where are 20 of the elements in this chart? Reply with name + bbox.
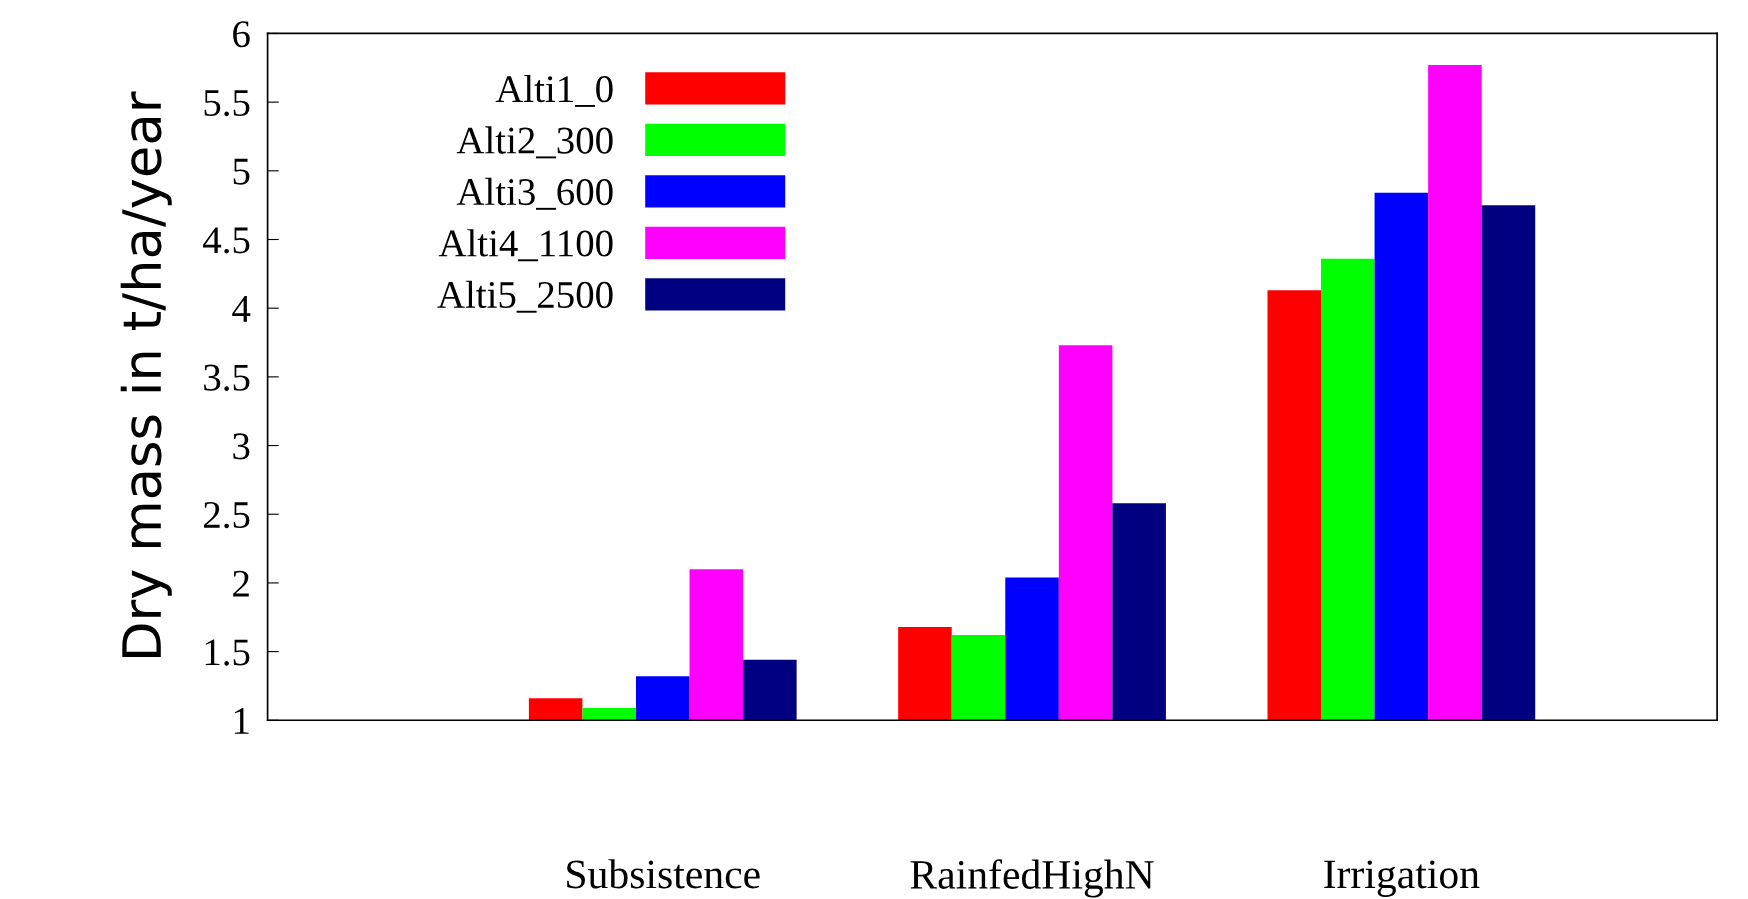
y-tick-label: 6 [233, 21, 250, 48]
y-tick-label: 5 [233, 158, 250, 185]
y-tick-label: 2.5 [204, 501, 250, 529]
y-tick-label: 3 [233, 433, 250, 460]
legend-label: Alti4_1100 [438, 229, 613, 262]
x-tick-label: Irrigation [1324, 860, 1480, 897]
y-tick-label: 4 [232, 296, 251, 322]
x-tick-label: RainfedHighN [910, 859, 1154, 898]
y-axis-title: Dry mass in t/ha/year [120, 91, 172, 657]
legend-label: Alti3_600 [456, 177, 613, 210]
x-tick-label: Subsistence [567, 859, 760, 889]
y-tick-label: 3.5 [204, 364, 250, 391]
legend-label: Alti2_300 [456, 126, 613, 159]
legend-label: Alti5_2500 [437, 280, 613, 313]
y-tick-label: 4.5 [203, 227, 250, 254]
y-tick-label: 1 [234, 708, 249, 734]
legend-label: Alti1_0 [495, 74, 613, 107]
y-tick-label: 5.5 [204, 90, 250, 117]
y-tick-label: 1.5 [205, 639, 250, 666]
y-tick-label: 2 [233, 570, 249, 597]
